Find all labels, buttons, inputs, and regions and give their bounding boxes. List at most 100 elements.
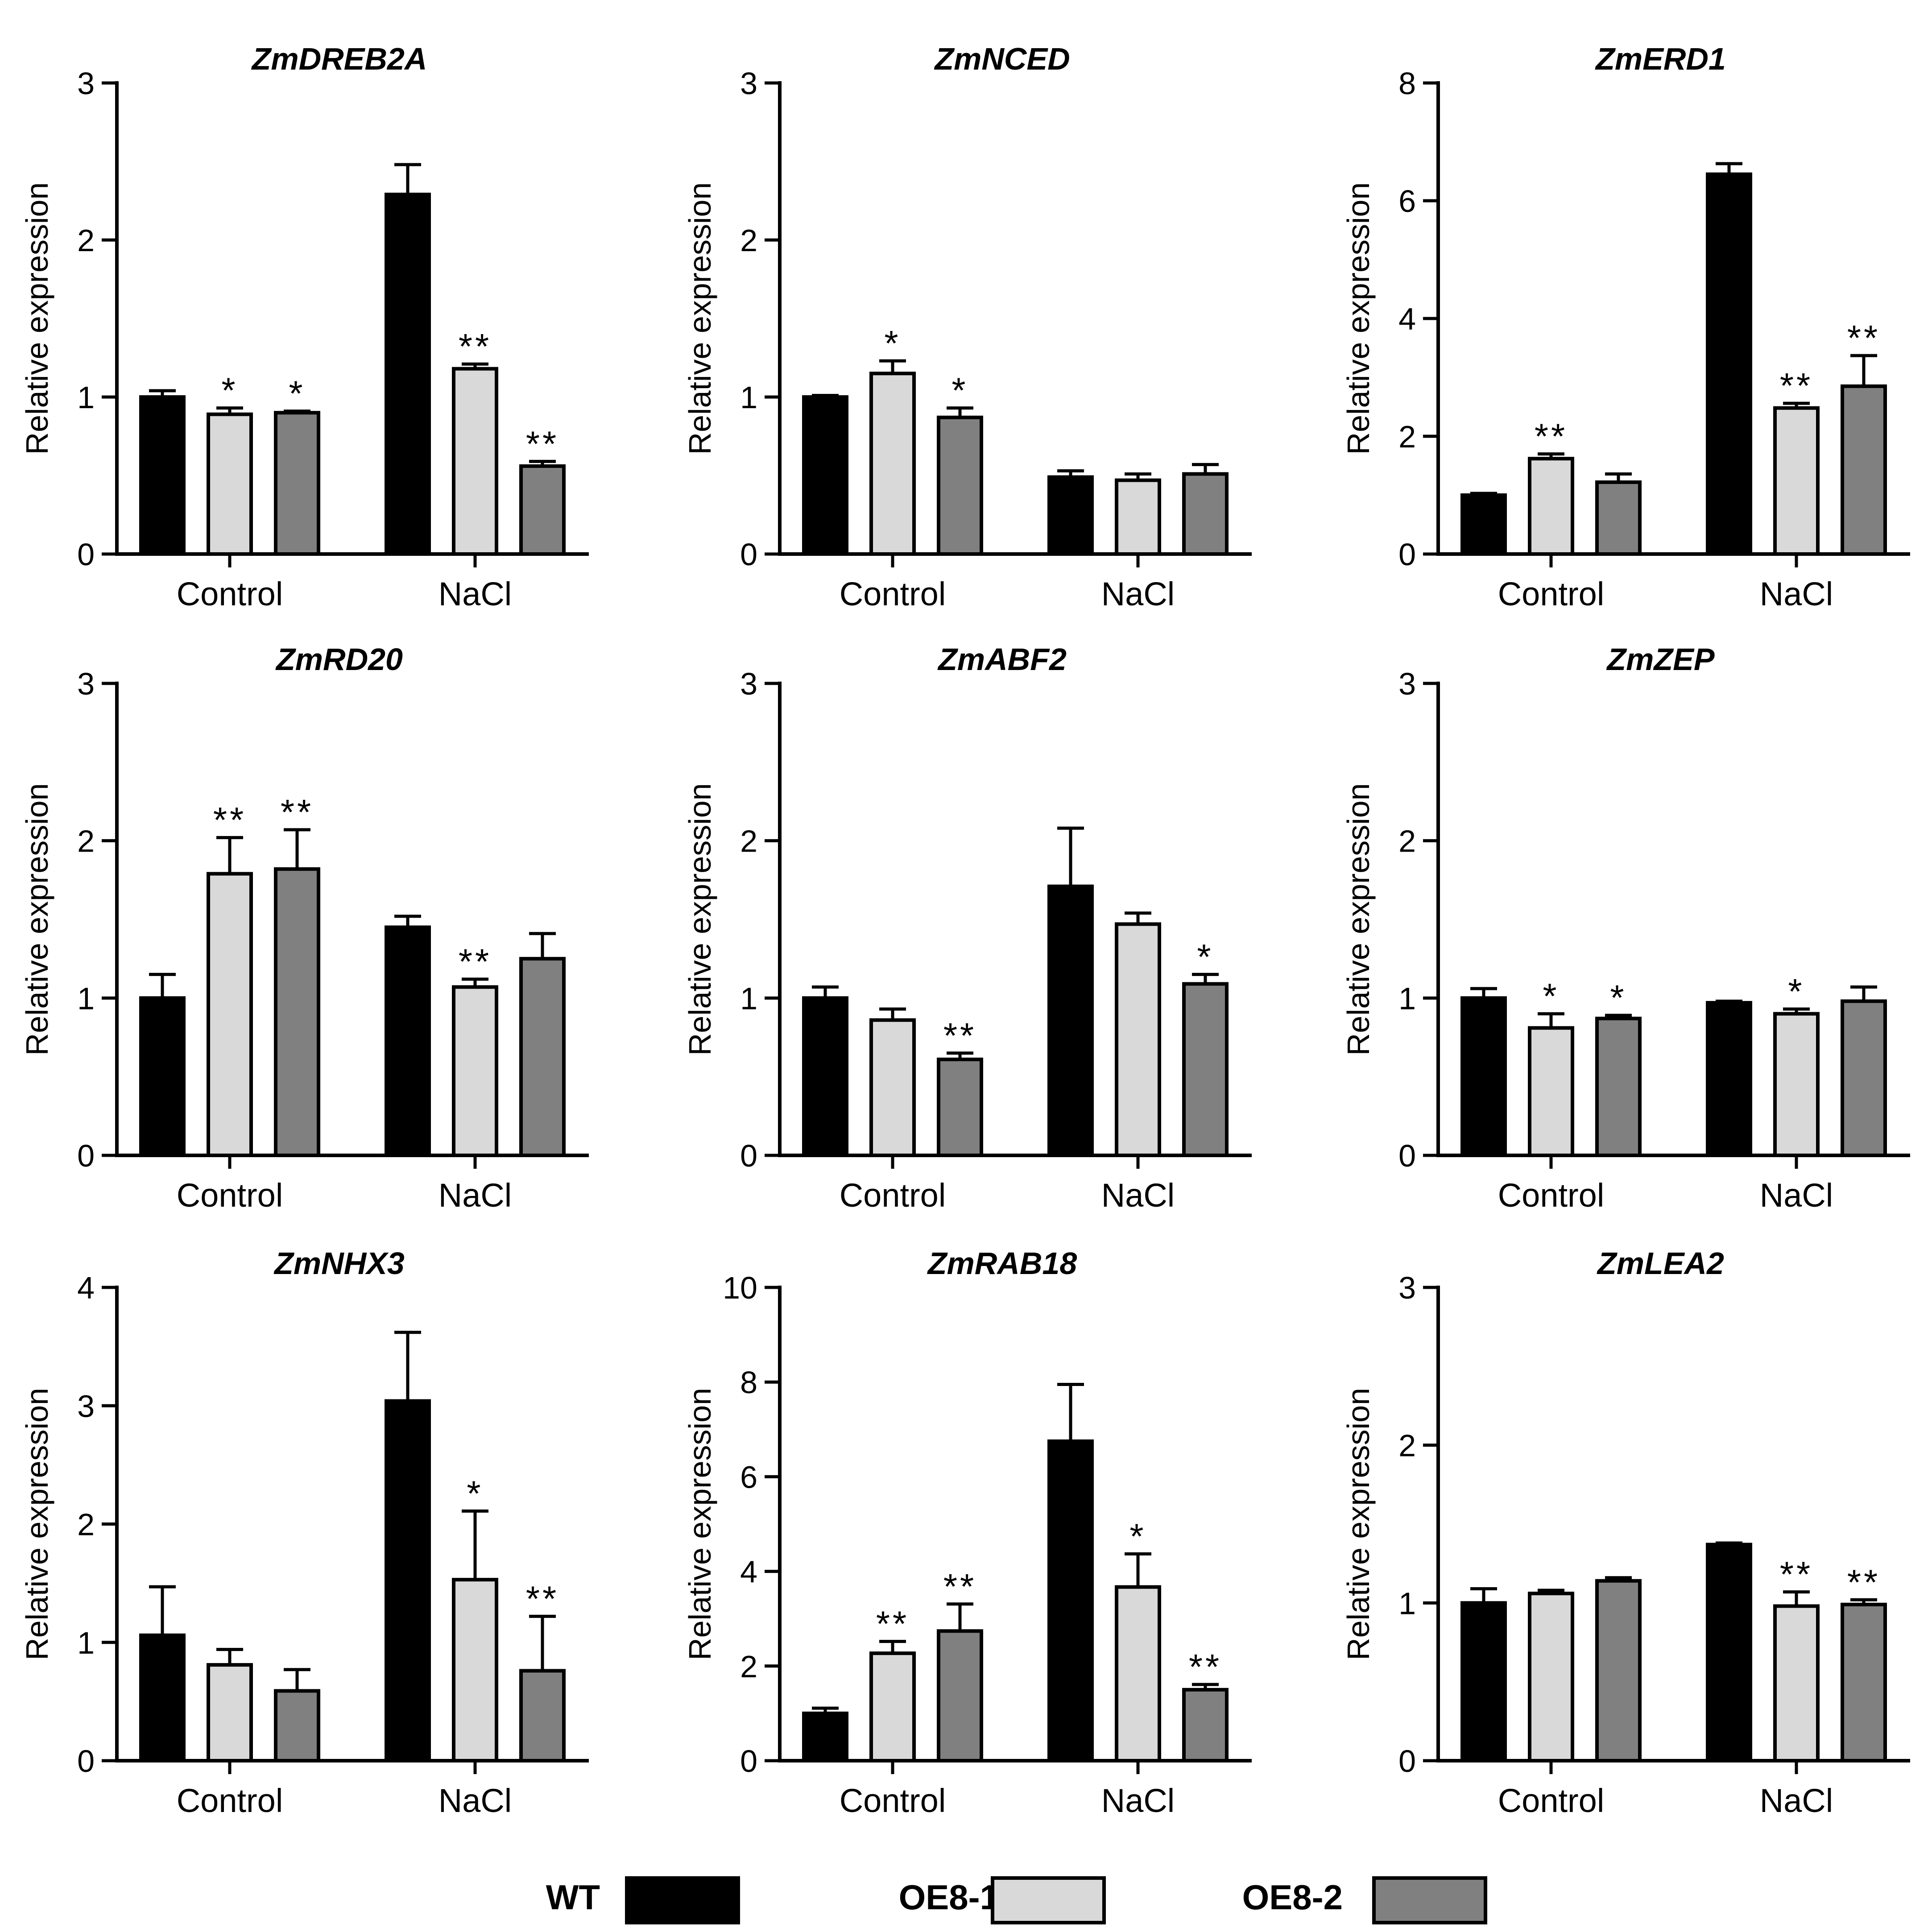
bar-OE8-1-NaCl bbox=[1115, 922, 1161, 1158]
x-tick-label: Control bbox=[177, 1177, 283, 1214]
bar-OE8-2-Control bbox=[274, 867, 320, 1157]
significance-label: ** bbox=[213, 800, 246, 840]
y-axis-label: Relative expression bbox=[20, 182, 54, 455]
bar-WT-Control bbox=[139, 1633, 186, 1762]
legend-label: WT bbox=[546, 1878, 600, 1917]
significance-label: * bbox=[952, 371, 968, 410]
significance-label: ** bbox=[526, 424, 559, 463]
y-tick-label: 3 bbox=[740, 66, 757, 101]
y-tick-label: 1 bbox=[740, 981, 757, 1016]
significance-label: * bbox=[884, 323, 901, 363]
significance-label: ** bbox=[281, 792, 314, 832]
significance-label: * bbox=[1197, 937, 1213, 976]
y-axis-label: Relative expression bbox=[683, 783, 717, 1056]
bar-OE8-1-NaCl bbox=[1773, 1604, 1820, 1763]
x-tick-label: NaCl bbox=[439, 1177, 512, 1214]
chart-panel-ZmLEA2: ZmLEA2 Relative expression ** ** 0 1 2 3 Control… bbox=[1341, 1246, 1910, 1819]
bar-OE8-2-Control bbox=[937, 415, 983, 556]
x-tick-label: Control bbox=[840, 1782, 946, 1819]
y-tick-label: 0 bbox=[77, 1744, 95, 1779]
x-tick-label: Control bbox=[177, 1782, 283, 1819]
bar-OE8-1-NaCl bbox=[1115, 478, 1161, 556]
x-tick-label: NaCl bbox=[439, 1782, 512, 1819]
y-tick-label: 0 bbox=[77, 537, 95, 572]
y-tick-label: 4 bbox=[77, 1270, 95, 1305]
bar-WT-NaCl bbox=[1706, 1543, 1752, 1762]
bar-OE8-2-Control bbox=[937, 1629, 983, 1762]
y-tick-label: 1 bbox=[1398, 1586, 1416, 1621]
bar-OE8-1-Control bbox=[207, 872, 253, 1157]
bar-WT-NaCl bbox=[1706, 172, 1752, 556]
bar-OE8-2-Control bbox=[1595, 1579, 1642, 1763]
legend-item-OE8-2: OE8-2 bbox=[1242, 1876, 1487, 1924]
bar-OE8-2-NaCl bbox=[519, 1669, 566, 1762]
bar-WT-NaCl bbox=[385, 192, 431, 556]
significance-label: * bbox=[221, 371, 238, 410]
y-tick-label: 2 bbox=[1398, 824, 1416, 859]
legend-swatch bbox=[991, 1876, 1106, 1924]
y-tick-label: 10 bbox=[723, 1270, 757, 1305]
x-tick-label: Control bbox=[840, 1177, 946, 1214]
x-tick-label: Control bbox=[840, 575, 946, 612]
bar-OE8-1-Control bbox=[1528, 1592, 1574, 1762]
y-axis-label: Relative expression bbox=[20, 783, 54, 1056]
y-tick-label: 0 bbox=[77, 1138, 95, 1173]
significance-label: ** bbox=[459, 327, 492, 366]
y-tick-label: 6 bbox=[740, 1460, 757, 1494]
significance-label: ** bbox=[526, 1579, 559, 1618]
bar-OE8-2-NaCl bbox=[1841, 1602, 1887, 1763]
legend: WT OE8-1 OE8-2 bbox=[546, 1876, 1487, 1924]
bar-WT-NaCl bbox=[385, 1399, 431, 1762]
y-tick-label: 1 bbox=[740, 380, 757, 415]
bar-OE8-1-Control bbox=[1528, 457, 1574, 556]
y-axis-label: Relative expression bbox=[1341, 1388, 1376, 1660]
y-tick-label: 4 bbox=[740, 1555, 757, 1589]
y-tick-label: 0 bbox=[740, 1138, 757, 1173]
significance-label: * bbox=[1129, 1516, 1146, 1556]
bar-OE8-2-NaCl bbox=[1182, 1688, 1229, 1763]
bar-OE8-1-NaCl bbox=[452, 985, 498, 1158]
y-tick-label: 0 bbox=[1398, 1138, 1416, 1173]
y-tick-label: 3 bbox=[1398, 1270, 1416, 1305]
bar-OE8-2-NaCl bbox=[1182, 472, 1229, 556]
bar-WT-NaCl bbox=[385, 925, 431, 1157]
y-tick-label: 2 bbox=[77, 824, 95, 859]
y-tick-label: 2 bbox=[1398, 1428, 1416, 1463]
x-tick-label: NaCl bbox=[439, 575, 512, 612]
bar-OE8-1-Control bbox=[869, 372, 916, 556]
bar-OE8-1-NaCl bbox=[452, 367, 498, 556]
significance-label: * bbox=[1543, 976, 1559, 1016]
bar-OE8-2-Control bbox=[937, 1057, 983, 1157]
bar-OE8-1-Control bbox=[207, 412, 253, 556]
y-tick-label: 0 bbox=[1398, 537, 1416, 572]
chart-panel-ZmNCED: ZmNCED Relative expression * * 0 1 2 3 Control Na… bbox=[683, 41, 1252, 612]
significance-label: ** bbox=[1535, 417, 1568, 456]
significance-label: * bbox=[1788, 972, 1804, 1011]
bar-OE8-1-Control bbox=[207, 1663, 253, 1762]
chart-title: ZmZEP bbox=[1606, 642, 1714, 677]
y-tick-label: 4 bbox=[1398, 302, 1416, 336]
significance-label: ** bbox=[943, 1016, 976, 1055]
y-tick-label: 3 bbox=[1398, 666, 1416, 701]
x-tick-label: Control bbox=[1498, 1782, 1605, 1819]
bar-WT-Control bbox=[802, 1711, 848, 1762]
y-tick-label: 8 bbox=[740, 1365, 757, 1400]
bar-OE8-2-NaCl bbox=[519, 464, 566, 556]
chart-title: ZmRD20 bbox=[275, 642, 403, 677]
bar-OE8-1-NaCl bbox=[1773, 1012, 1820, 1158]
bar-WT-Control bbox=[1460, 1601, 1507, 1762]
x-tick-label: Control bbox=[1498, 1177, 1605, 1214]
bar-WT-Control bbox=[1460, 996, 1507, 1157]
chart-title: ZmNCED bbox=[934, 41, 1070, 76]
x-tick-label: Control bbox=[177, 575, 283, 612]
significance-label: * bbox=[467, 1473, 483, 1513]
bar-OE8-2-Control bbox=[1595, 1017, 1642, 1157]
chart-panel-ZmZEP: ZmZEP Relative expression * * * 0 1 2 3 Control Na… bbox=[1341, 642, 1910, 1214]
y-tick-label: 0 bbox=[1398, 1744, 1416, 1779]
bar-OE8-1-Control bbox=[1528, 1026, 1574, 1158]
x-tick-label: Control bbox=[1498, 575, 1605, 612]
